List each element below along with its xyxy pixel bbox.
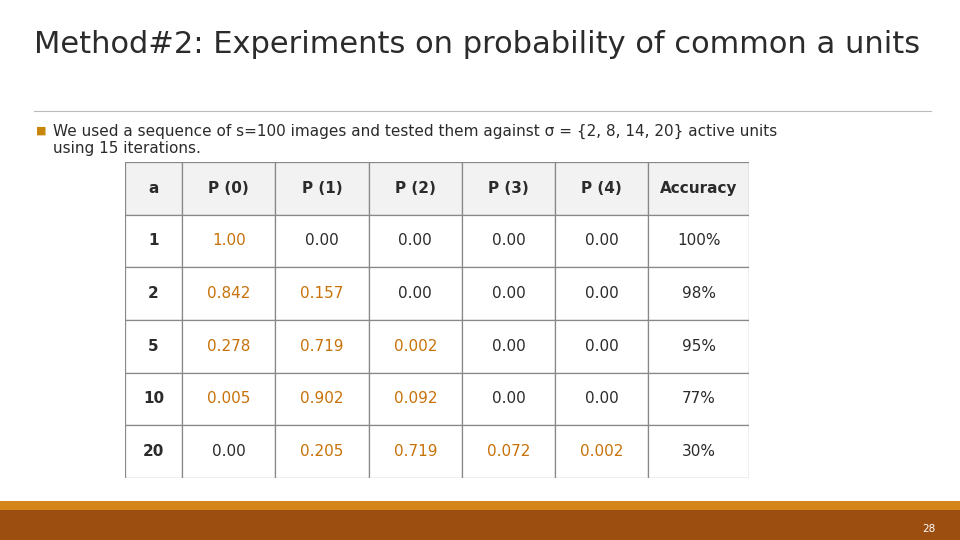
Text: 95%: 95% — [682, 339, 715, 354]
Bar — [276, 267, 369, 320]
Text: Method#2: Experiments on probability of common a units: Method#2: Experiments on probability of … — [34, 30, 920, 59]
Bar — [555, 215, 648, 267]
Text: P (2): P (2) — [395, 181, 436, 196]
Text: 0.902: 0.902 — [300, 392, 344, 407]
Text: a: a — [148, 181, 158, 196]
Text: P (4): P (4) — [582, 181, 622, 196]
Text: 5: 5 — [148, 339, 158, 354]
Text: 0.00: 0.00 — [492, 392, 525, 407]
Text: 2: 2 — [148, 286, 158, 301]
Text: 0.092: 0.092 — [394, 392, 437, 407]
Text: 0.00: 0.00 — [585, 339, 618, 354]
Bar — [555, 267, 648, 320]
Bar — [125, 373, 182, 426]
Text: P (0): P (0) — [208, 181, 250, 196]
Text: 0.005: 0.005 — [207, 392, 251, 407]
Bar — [125, 426, 182, 478]
Text: We used a sequence of s=100 images and tested them against σ = {2, 8, 14, 20} ac: We used a sequence of s=100 images and t… — [53, 124, 777, 139]
Text: 1.00: 1.00 — [212, 233, 246, 248]
Text: 0.842: 0.842 — [207, 286, 251, 301]
Bar — [0, 501, 960, 510]
Text: 0.00: 0.00 — [492, 233, 525, 248]
Text: using 15 iterations.: using 15 iterations. — [53, 141, 201, 157]
Text: 0.00: 0.00 — [305, 233, 339, 248]
Bar — [462, 320, 555, 373]
Bar — [182, 215, 276, 267]
Bar — [125, 162, 182, 214]
Text: 0.157: 0.157 — [300, 286, 344, 301]
Bar — [276, 162, 369, 214]
Text: 0.00: 0.00 — [492, 339, 525, 354]
Text: Accuracy: Accuracy — [660, 181, 737, 196]
Text: P (3): P (3) — [488, 181, 529, 196]
Bar — [369, 267, 462, 320]
Bar — [555, 373, 648, 426]
Bar — [182, 320, 276, 373]
Bar — [648, 426, 749, 478]
Bar — [182, 426, 276, 478]
Bar — [369, 320, 462, 373]
Bar — [276, 320, 369, 373]
Bar — [462, 426, 555, 478]
Bar — [369, 215, 462, 267]
Text: 0.00: 0.00 — [585, 286, 618, 301]
Bar — [462, 215, 555, 267]
Bar — [462, 162, 555, 214]
Bar — [369, 426, 462, 478]
Text: 20: 20 — [143, 444, 164, 459]
Bar — [182, 162, 276, 214]
Bar — [0, 510, 960, 540]
Bar — [125, 320, 182, 373]
Bar — [555, 426, 648, 478]
Bar — [125, 267, 182, 320]
Bar — [276, 215, 369, 267]
Text: 0.00: 0.00 — [585, 392, 618, 407]
Text: 77%: 77% — [682, 392, 715, 407]
Text: 100%: 100% — [677, 233, 720, 248]
Bar — [462, 373, 555, 426]
Text: 0.205: 0.205 — [300, 444, 344, 459]
Bar — [648, 162, 749, 214]
Text: P (1): P (1) — [301, 181, 343, 196]
Bar — [555, 162, 648, 214]
Text: 0.719: 0.719 — [300, 339, 344, 354]
Bar — [648, 267, 749, 320]
Bar — [369, 373, 462, 426]
Bar — [462, 267, 555, 320]
Text: 30%: 30% — [682, 444, 715, 459]
Bar — [182, 267, 276, 320]
Text: 0.719: 0.719 — [394, 444, 437, 459]
Text: 98%: 98% — [682, 286, 715, 301]
Text: 0.00: 0.00 — [398, 233, 432, 248]
Text: 0.00: 0.00 — [585, 233, 618, 248]
Bar — [369, 162, 462, 214]
Text: 0.278: 0.278 — [207, 339, 251, 354]
Text: 1: 1 — [148, 233, 158, 248]
Bar — [276, 373, 369, 426]
Text: 0.00: 0.00 — [212, 444, 246, 459]
Bar — [648, 215, 749, 267]
Text: 0.002: 0.002 — [580, 444, 623, 459]
Text: 10: 10 — [143, 392, 164, 407]
Text: 0.00: 0.00 — [398, 286, 432, 301]
Text: ■: ■ — [36, 125, 47, 136]
Text: 0.072: 0.072 — [487, 444, 530, 459]
Bar — [182, 373, 276, 426]
Bar — [648, 373, 749, 426]
Text: 0.002: 0.002 — [394, 339, 437, 354]
Bar — [648, 320, 749, 373]
Bar — [125, 215, 182, 267]
Bar — [276, 426, 369, 478]
Text: 28: 28 — [923, 524, 936, 534]
Bar — [555, 320, 648, 373]
Text: 0.00: 0.00 — [492, 286, 525, 301]
